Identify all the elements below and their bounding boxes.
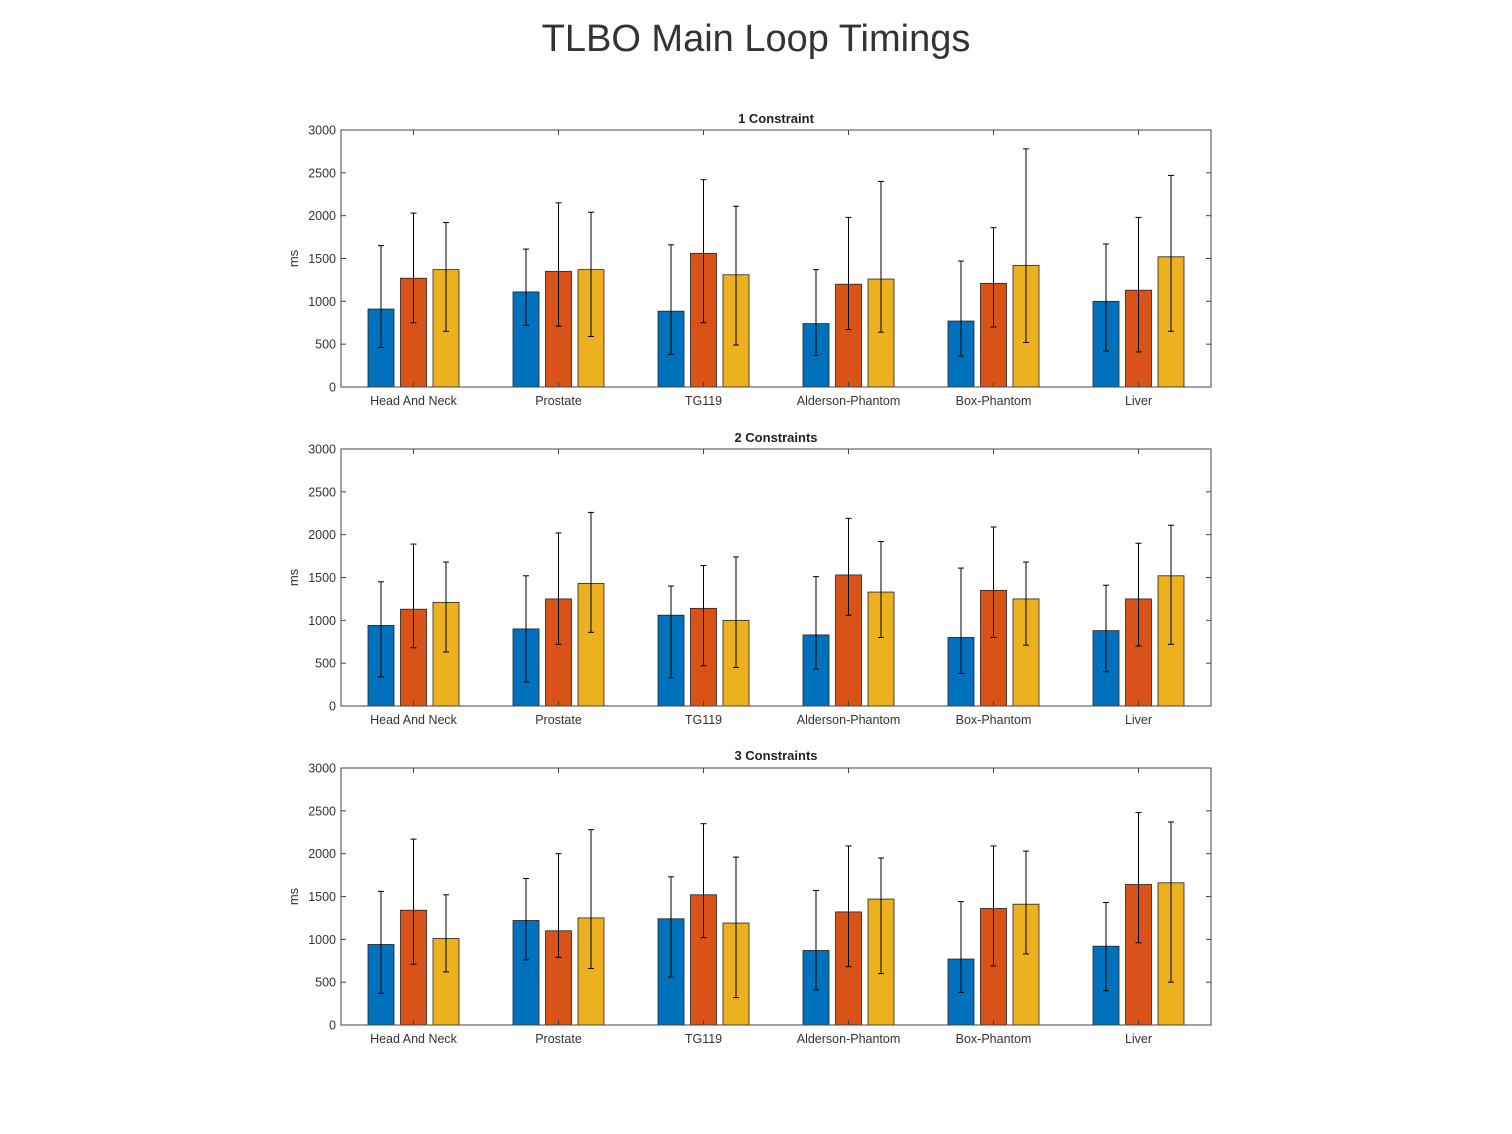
x-tick-label: Head And Neck (370, 1032, 458, 1046)
y-tick-label: 500 (315, 338, 336, 352)
y-axis-label: ms (286, 887, 301, 905)
y-tick-label: 1000 (308, 933, 336, 947)
x-tick-label: Prostate (535, 394, 582, 408)
chart-panel-3: 3 Constraints ms 0 500 1000 1500 2000 2500 3000 H… (286, 748, 1212, 1046)
y-axis-label: ms (286, 568, 301, 586)
y-tick-label: 2500 (308, 166, 336, 180)
y-tick-label: 2500 (308, 485, 336, 499)
y-tick-label: 3000 (308, 124, 336, 138)
y-tick-label: 0 (329, 700, 336, 714)
y-tick-label: 1500 (308, 890, 336, 904)
chart-panel-1: 1 Constraint ms 0 500 1000 1500 2000 2500 3000 He… (286, 111, 1212, 408)
x-tick-label: TG119 (685, 713, 722, 727)
plot-frame (340, 448, 1212, 707)
chart-title: 1 Constraint (738, 111, 815, 126)
page-title: TLBO Main Loop Timings (541, 18, 971, 60)
x-tick-label: TG119 (685, 1032, 722, 1046)
x-tick-label: Prostate (535, 713, 582, 727)
x-tick-label: Prostate (535, 1032, 582, 1046)
x-tick-label: Box-Phantom (956, 713, 1032, 727)
y-tick-label: 500 (315, 657, 336, 671)
y-tick-label: 3000 (308, 762, 336, 776)
x-tick-label: Liver (1125, 713, 1152, 727)
x-tick-label: Alderson-Phantom (797, 1032, 901, 1046)
x-tick-label: Alderson-Phantom (797, 394, 901, 408)
x-tick-label: Liver (1125, 394, 1152, 408)
x-tick-label: Head And Neck (370, 713, 458, 727)
plot-frame (340, 767, 1212, 1026)
x-tick-label: Head And Neck (370, 394, 458, 408)
plot-frame (340, 129, 1212, 388)
y-tick-label: 1500 (308, 571, 336, 585)
bar (577, 583, 605, 707)
y-tick-label: 500 (315, 976, 336, 990)
y-tick-label: 2000 (308, 847, 336, 861)
x-tick-label: Box-Phantom (956, 1032, 1032, 1046)
y-axis-label: ms (286, 249, 301, 267)
y-tick-label: 2000 (308, 209, 336, 223)
y-tick-label: 2500 (308, 804, 336, 818)
x-tick-label: TG119 (685, 394, 722, 408)
x-tick-label: Alderson-Phantom (797, 713, 901, 727)
y-tick-label: 2000 (308, 528, 336, 542)
y-tick-label: 0 (329, 1019, 336, 1033)
y-tick-label: 1500 (308, 252, 336, 266)
x-tick-label: Liver (1125, 1032, 1152, 1046)
chart-title: 3 Constraints (734, 748, 817, 763)
y-tick-label: 1000 (308, 614, 336, 628)
chart-panel-2: 2 Constraints ms 0 500 1000 1500 2000 2500 3000 H… (286, 430, 1212, 727)
chart-title: 2 Constraints (734, 430, 817, 445)
y-tick-label: 1000 (308, 295, 336, 309)
y-tick-label: 3000 (308, 443, 336, 457)
y-tick-label: 0 (329, 381, 336, 395)
x-tick-label: Box-Phantom (956, 394, 1032, 408)
